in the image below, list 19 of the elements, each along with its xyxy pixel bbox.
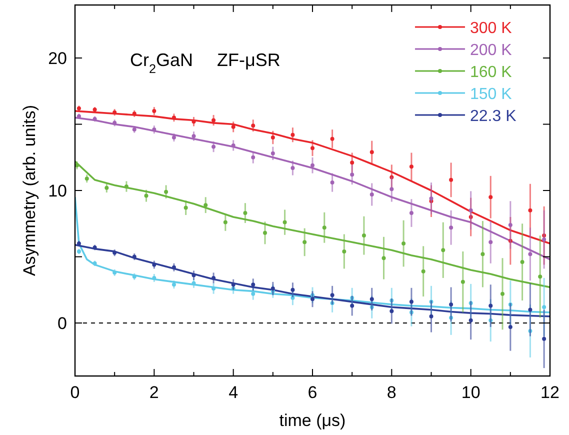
x-tick-label: 10 [461,383,480,402]
y-tick-label: 0 [58,314,67,333]
legend-label: 160 K [470,64,512,81]
x-tick-label: 4 [228,383,238,402]
y-tick-label: 10 [48,182,67,200]
annotation: Cr$_{2}$GaN [130,50,194,76]
x-tick-label: 12 [540,383,560,402]
annotation: ZF-μSR [217,50,280,70]
x-tick-label: 8 [386,383,396,402]
legend-label: 300 K [470,20,512,37]
legend-label: 150 K [470,86,512,103]
y-axis-title: Asymmetry (arb. units) [20,105,39,276]
x-axis-title: time (μs) [279,411,346,430]
y-tick-label: 20 [48,49,67,68]
legend-label: 200 K [470,42,512,59]
x-tick-label: 0 [70,383,80,402]
x-tick-label: 2 [149,383,159,402]
legend-label: 22.3 K [470,108,517,125]
x-tick-label: 6 [308,383,318,402]
